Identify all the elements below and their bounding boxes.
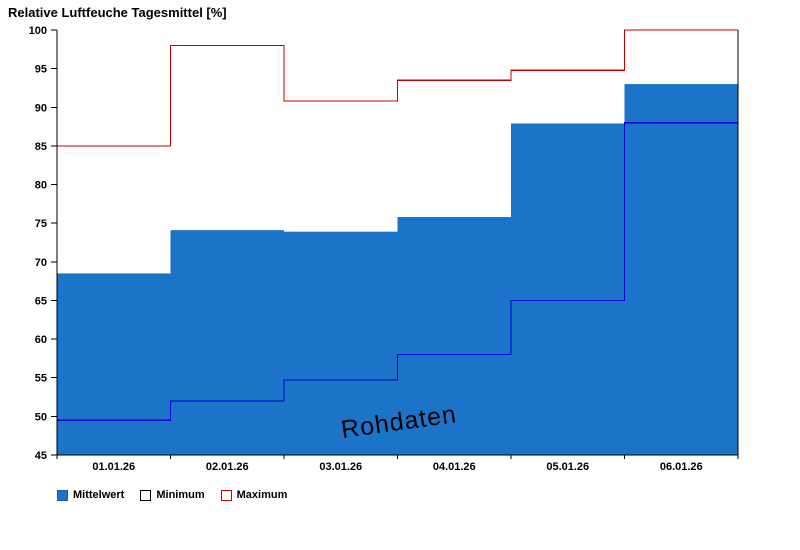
- y-tick-label: 85: [35, 141, 47, 153]
- y-tick-label: 80: [35, 180, 47, 192]
- x-tick-label: 04.01.26: [433, 461, 476, 473]
- chart-title: Relative Luftfeuche Tagesmittel [%]: [8, 5, 227, 20]
- legend-label: Maximum: [236, 489, 288, 501]
- bar-mittelwert: [170, 230, 284, 455]
- legend-swatch-minimum: [140, 489, 152, 501]
- x-tick-label: 05.01.26: [546, 461, 589, 473]
- legend-item-maximum: Maximum: [220, 489, 288, 501]
- bar-mittelwert: [57, 273, 171, 455]
- y-tick-label: 100: [29, 25, 47, 37]
- bars-mittelwert: [57, 84, 738, 455]
- y-tick-label: 50: [35, 411, 47, 423]
- y-tick-label: 95: [35, 64, 47, 76]
- x-tick-label: 03.01.26: [319, 461, 362, 473]
- x-tick-label: 02.01.26: [206, 461, 249, 473]
- bar-mittelwert: [284, 231, 398, 455]
- y-tick-label: 90: [35, 102, 47, 114]
- legend-swatch-maximum: [220, 489, 232, 501]
- x-tick-label: 01.01.26: [92, 461, 135, 473]
- y-tick-label: 75: [35, 218, 47, 230]
- minimum-line: [57, 122, 738, 421]
- y-tick-label: 55: [35, 373, 47, 385]
- legend-label: Minimum: [156, 489, 205, 501]
- legend-swatch-mittelwert: [57, 489, 68, 501]
- chart-legend: Mittelwert Minimum Maximum: [57, 489, 287, 501]
- bar-mittelwert: [624, 84, 738, 455]
- y-tick-label: 70: [35, 257, 47, 269]
- y-tick-label: 60: [35, 334, 47, 346]
- x-tick-label: 06.01.26: [660, 461, 703, 473]
- bar-mittelwert: [397, 217, 511, 455]
- y-tick-label: 45: [35, 450, 47, 462]
- maximum-line: [57, 29, 738, 147]
- legend-label: Mittelwert: [73, 489, 125, 501]
- axes: [51, 29, 739, 459]
- legend-item-minimum: Minimum: [140, 489, 205, 501]
- y-tick-label: 65: [35, 295, 47, 307]
- bar-mittelwert: [511, 123, 625, 455]
- legend-item-mittelwert: Mittelwert: [57, 489, 124, 501]
